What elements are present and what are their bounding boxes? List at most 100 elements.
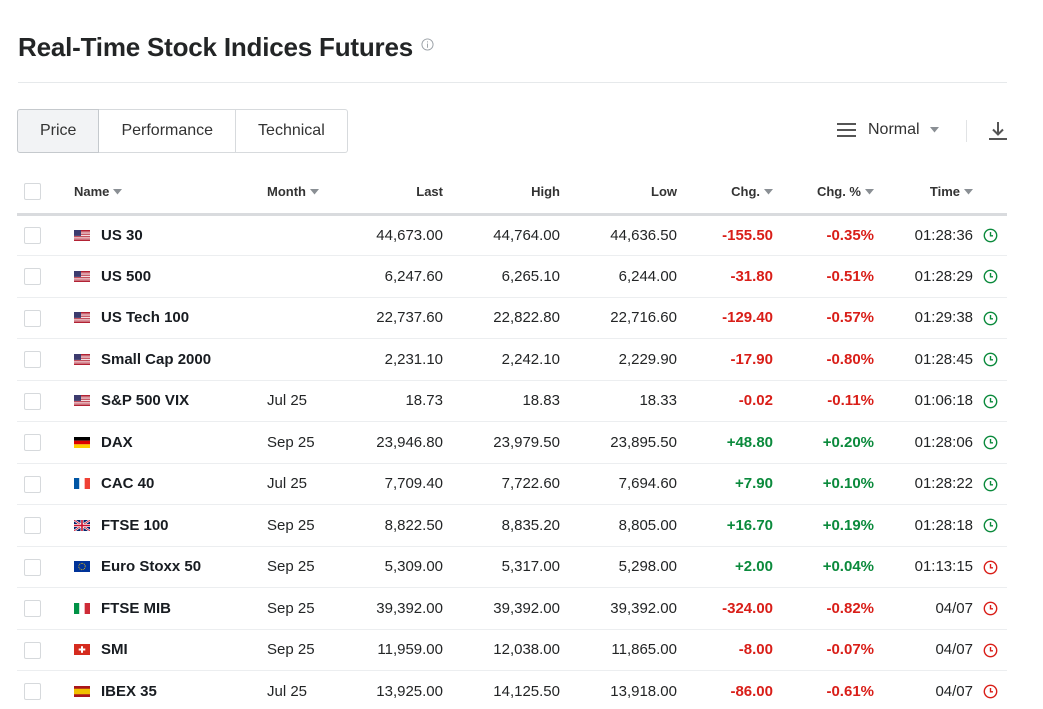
name-cell: US Tech 100 [74, 297, 267, 339]
row-checkbox[interactable] [24, 600, 41, 618]
table-row[interactable]: US 30 44,673.00 44,764.00 44,636.50 -155.50-… [17, 214, 1007, 256]
high-cell: 44,764.00 [443, 214, 560, 256]
chg-pct-cell: -0.57% [773, 297, 874, 339]
instrument-name-link[interactable]: DAX [101, 433, 133, 451]
table-row[interactable]: CAC 40 Jul 25 7,709.40 7,722.60 7,694.60 +7.9… [17, 463, 1007, 505]
chg-pct-cell: -0.35% [773, 214, 874, 256]
market-status-cell [973, 421, 1007, 464]
instrument-name-link[interactable]: US 500 [101, 267, 152, 285]
tab-performance[interactable]: Performance [99, 109, 237, 153]
time-cell: 04/07 [874, 670, 973, 709]
flag-us-icon [74, 270, 90, 282]
toolbar-divider [966, 120, 967, 142]
instrument-name-link[interactable]: FTSE 100 [101, 516, 169, 534]
month-cell: Sep 25 [267, 587, 357, 630]
table-row[interactable]: Small Cap 2000 2,231.10 2,242.10 2,229.90 -1… [17, 338, 1007, 381]
row-checkbox[interactable] [24, 309, 41, 327]
header-last[interactable]: Last [357, 170, 443, 216]
low-cell: 11,865.00 [560, 629, 677, 671]
instrument-name-link[interactable]: SMI [101, 641, 128, 659]
title-divider [18, 82, 1007, 83]
header-chg[interactable]: Chg. [677, 170, 773, 216]
last-cell: 5,309.00 [357, 546, 443, 588]
row-checkbox[interactable] [24, 392, 41, 410]
header-name[interactable]: Name [74, 170, 267, 216]
name-cell: US 500 [74, 255, 267, 298]
chg-pct-cell: -0.82% [773, 587, 874, 630]
chg-cell: -31.80 [677, 255, 773, 298]
flag-germany-icon [74, 436, 90, 448]
chg-pct-cell: +0.10% [773, 463, 874, 505]
chg-pct-cell: +0.04% [773, 546, 874, 588]
clock-icon [983, 435, 997, 450]
flag-switzerland-icon [74, 644, 90, 656]
instrument-name-link[interactable]: Small Cap 2000 [101, 350, 212, 368]
instrument-name-link[interactable]: IBEX 35 [101, 682, 157, 700]
last-cell: 11,959.00 [357, 629, 443, 671]
table-row[interactable]: FTSE 100 Sep 25 8,822.50 8,835.20 8,805.00 +1… [17, 504, 1007, 547]
table-row[interactable]: IBEX 35 Jul 25 13,925.00 14,125.50 13,918.00… [17, 670, 1007, 709]
row-checkbox[interactable] [24, 517, 41, 535]
tab-technical[interactable]: Technical [236, 109, 348, 153]
table-row[interactable]: FTSE MIB Sep 25 39,392.00 39,392.00 39,392.0… [17, 587, 1007, 630]
flag-eu-icon [74, 561, 90, 573]
market-status-cell [973, 587, 1007, 630]
select-all-checkbox[interactable] [24, 182, 41, 200]
row-checkbox[interactable] [24, 227, 41, 245]
instrument-name-link[interactable]: S&P 500 VIX [101, 392, 190, 410]
clock-icon [983, 601, 997, 616]
high-cell: 8,835.20 [443, 504, 560, 547]
time-cell: 01:28:29 [874, 255, 973, 298]
instrument-name-link[interactable]: Euro Stoxx 50 [101, 558, 202, 576]
month-cell: Sep 25 [267, 546, 357, 588]
last-cell: 2,231.10 [357, 338, 443, 381]
row-checkbox[interactable] [24, 558, 41, 576]
table-row[interactable]: SMI Sep 25 11,959.00 12,038.00 11,865.00 -8.0… [17, 629, 1007, 671]
instrument-name-link[interactable]: CAC 40 [101, 475, 155, 493]
header-chg-pct[interactable]: Chg. % [773, 170, 874, 216]
row-checkbox[interactable] [24, 475, 41, 493]
name-cell: SMI [74, 629, 267, 671]
row-checkbox[interactable] [24, 683, 41, 701]
clock-icon [983, 394, 997, 409]
last-cell: 44,673.00 [357, 214, 443, 256]
header-status [973, 170, 1007, 216]
time-cell: 01:28:45 [874, 338, 973, 381]
market-status-cell [973, 338, 1007, 381]
market-status-cell [973, 463, 1007, 505]
flag-us-icon [74, 229, 90, 241]
header-time[interactable]: Time [874, 170, 973, 216]
table-row[interactable]: S&P 500 VIX Jul 25 18.73 18.83 18.33 -0.02 -0.… [17, 380, 1007, 422]
table-row[interactable]: US Tech 100 22,737.60 22,822.80 22,716.60 -1… [17, 297, 1007, 339]
row-checkbox[interactable] [24, 434, 41, 452]
row-checkbox[interactable] [24, 268, 41, 286]
low-cell: 18.33 [560, 380, 677, 422]
low-cell: 8,805.00 [560, 504, 677, 547]
table-row[interactable]: DAX Sep 25 23,946.80 23,979.50 23,895.50 +48.… [17, 421, 1007, 464]
download-icon[interactable] [987, 120, 1009, 142]
row-checkbox[interactable] [24, 641, 41, 659]
header-low[interactable]: Low [560, 170, 677, 216]
header-month[interactable]: Month [267, 170, 357, 216]
info-icon[interactable] [421, 38, 434, 51]
header-time-label: Time [929, 183, 960, 199]
instrument-name-link[interactable]: FTSE MIB [101, 599, 171, 617]
flag-france-icon [74, 478, 90, 490]
market-status-cell [973, 670, 1007, 709]
market-status-cell [973, 297, 1007, 339]
header-select-all [17, 170, 74, 216]
instrument-name-link[interactable]: US 30 [101, 226, 143, 244]
tab-price[interactable]: Price [17, 109, 100, 153]
header-name-label: Name [74, 183, 110, 199]
row-select-cell [17, 546, 74, 588]
instrument-name-link[interactable]: US Tech 100 [101, 309, 190, 327]
market-status-cell [973, 546, 1007, 588]
flag-us-icon [74, 395, 90, 407]
row-checkbox[interactable] [24, 351, 41, 369]
header-high[interactable]: High [443, 170, 560, 216]
table-row[interactable]: Euro Stoxx 50 Sep 25 5,309.00 5,317.00 5,298… [17, 546, 1007, 588]
time-cell: 04/07 [874, 629, 973, 671]
view-mode-select[interactable]: Normal [837, 118, 939, 142]
table-row[interactable]: US 500 6,247.60 6,265.10 6,244.00 -31.80 -0.5… [17, 255, 1007, 298]
row-select-cell [17, 629, 74, 671]
